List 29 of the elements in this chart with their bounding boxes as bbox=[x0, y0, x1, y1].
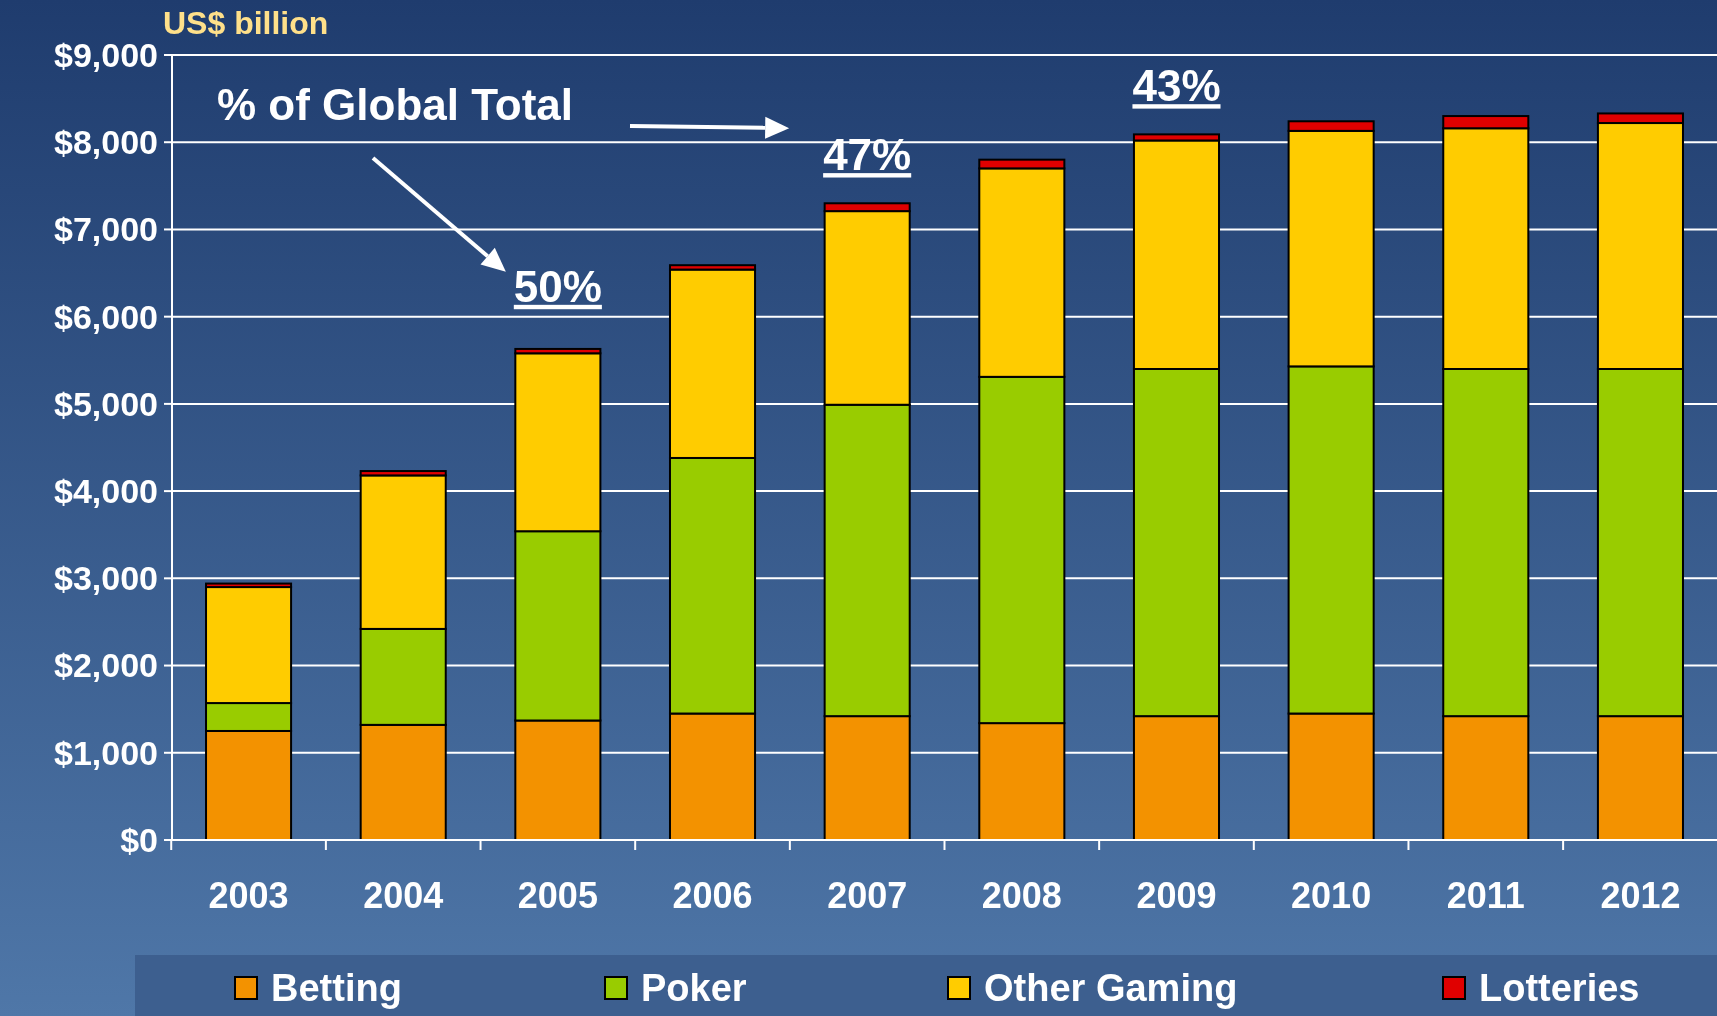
x-tick-label: 2005 bbox=[517, 875, 598, 916]
annotation: 43% bbox=[1132, 61, 1221, 111]
x-tick-label: 2008 bbox=[981, 875, 1062, 916]
x-tick-label: 2006 bbox=[672, 875, 753, 916]
y-tick-label: $8,000 bbox=[54, 123, 158, 162]
annotation: 50% bbox=[513, 261, 602, 311]
annotation: 47% bbox=[823, 130, 912, 180]
y-tick-label: $4,000 bbox=[54, 472, 158, 511]
y-tick-label: $7,000 bbox=[54, 210, 158, 249]
x-tick-label: 2009 bbox=[1136, 875, 1217, 916]
legend-label: Betting bbox=[271, 967, 402, 1010]
y-tick-label: $5,000 bbox=[54, 384, 158, 423]
x-tick-label: 2004 bbox=[363, 875, 444, 916]
legend-label: Poker bbox=[641, 967, 747, 1010]
y-tick-label: $6,000 bbox=[54, 297, 158, 336]
y-tick-label: $2,000 bbox=[54, 646, 158, 685]
y-tick-label: $0 bbox=[120, 820, 158, 859]
x-tick-label: 2010 bbox=[1291, 875, 1372, 916]
y-tick-label: $3,000 bbox=[54, 559, 158, 598]
legend-label: Other Gaming bbox=[984, 967, 1238, 1010]
y-axis-title: US$ billion bbox=[163, 5, 329, 41]
y-tick-label: $9,000 bbox=[54, 35, 158, 74]
legend-label: Lotteries bbox=[1479, 967, 1640, 1010]
annotation: % of Global Total bbox=[216, 80, 574, 129]
x-tick-label: 2012 bbox=[1600, 875, 1681, 916]
x-tick-label: 2003 bbox=[208, 875, 289, 916]
x-tick-label: 2007 bbox=[827, 875, 908, 916]
y-tick-label: $1,000 bbox=[54, 733, 158, 772]
x-tick-label: 2011 bbox=[1446, 875, 1525, 916]
